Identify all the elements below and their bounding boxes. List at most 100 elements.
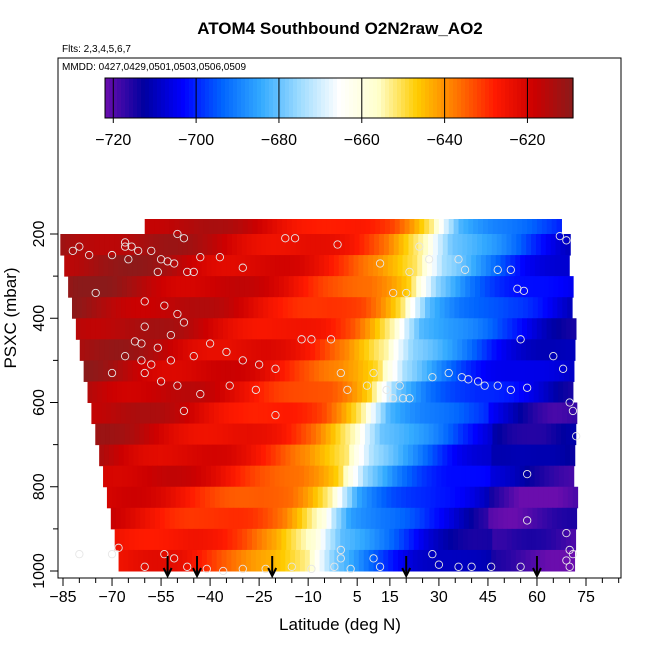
heatmap-cell: [547, 402, 553, 425]
heatmap-cell: [557, 402, 563, 425]
heatmap-cell: [404, 219, 410, 235]
colorbar-swatch: [505, 78, 510, 118]
heatmap-cell: [116, 486, 123, 509]
heatmap-cell: [314, 360, 320, 382]
colorbar-swatch: [405, 78, 410, 118]
heatmap-cell: [60, 234, 66, 256]
heatmap-cell: [460, 381, 466, 403]
heatmap-cell: [488, 297, 495, 319]
heatmap-cell: [186, 360, 193, 382]
heatmap-cell: [533, 276, 540, 298]
heatmap-cell: [121, 297, 127, 319]
heatmap-cell: [188, 219, 195, 235]
heatmap-cell: [487, 528, 493, 551]
heatmap-cell: [461, 360, 467, 382]
heatmap-cell: [156, 381, 162, 403]
heatmap-cell: [268, 297, 274, 319]
heatmap-cell: [234, 381, 241, 403]
heatmap-cell: [182, 234, 189, 256]
heatmap-cell: [379, 318, 386, 340]
heatmap-cell: [433, 318, 440, 340]
heatmap-cell: [277, 297, 284, 319]
heatmap-cell: [564, 444, 571, 467]
heatmap-cell: [378, 255, 384, 277]
colorbar-tick-label: −660: [344, 132, 380, 149]
heatmap-cell: [336, 297, 343, 319]
heatmap-cell: [467, 423, 474, 446]
heatmap-cell: [227, 528, 233, 551]
heatmap-cell: [533, 381, 540, 403]
colorbar-swatch: [197, 78, 202, 118]
sample-point: [398, 394, 408, 403]
heatmap-cell: [269, 465, 276, 488]
heatmap-cell: [398, 444, 404, 467]
heatmap-cell: [364, 234, 370, 256]
heatmap-cell: [399, 423, 405, 446]
colorbar: [104, 77, 574, 119]
heatmap-cell: [523, 381, 530, 403]
heatmap-cell: [293, 381, 299, 403]
heatmap-cell: [241, 339, 247, 361]
heatmap-cell: [402, 255, 408, 277]
heatmap-cell: [280, 339, 287, 361]
sample-point: [189, 352, 198, 361]
heatmap-cell: [359, 234, 365, 256]
heatmap-cell: [514, 276, 520, 298]
heatmap-cell: [475, 276, 481, 298]
heatmap-cell: [442, 339, 448, 361]
heatmap-cell: [484, 486, 490, 509]
heatmap-cell: [294, 465, 300, 488]
heatmap-cell: [355, 318, 361, 340]
heatmap-cell: [512, 219, 518, 235]
heatmap-cell: [507, 423, 513, 446]
heatmap-cell: [197, 444, 203, 467]
heatmap-cell: [219, 297, 225, 319]
heatmap-cell: [179, 402, 186, 425]
heatmap-cell: [158, 234, 164, 256]
heatmap-cell: [541, 219, 548, 235]
heatmap-cell: [299, 255, 305, 277]
heatmap-cell: [124, 423, 131, 446]
heatmap-cell: [288, 486, 294, 509]
heatmap-cell: [543, 381, 549, 403]
heatmap-cell: [378, 339, 385, 361]
heatmap-cell: [74, 255, 80, 277]
heatmap-cell: [461, 444, 468, 467]
heatmap-cell: [546, 318, 552, 340]
sample-point: [523, 383, 532, 392]
sample-point: [326, 335, 336, 344]
heatmap-cell: [506, 528, 513, 551]
heatmap-cell: [570, 339, 576, 361]
heatmap-cell: [225, 360, 232, 382]
heatmap-cell: [421, 360, 428, 382]
colorbar-swatch: [341, 78, 346, 118]
heatmap-cell: [133, 234, 140, 256]
heatmap-cell: [302, 297, 308, 319]
heatmap-cell: [442, 549, 448, 572]
sample-point: [196, 389, 205, 399]
colorbar-swatch: [233, 78, 238, 118]
heatmap-cell: [363, 444, 370, 467]
sample-point: [460, 265, 470, 274]
heatmap-cell: [93, 255, 100, 277]
heatmap-cell: [114, 339, 120, 361]
heatmap-cell: [530, 339, 537, 361]
heatmap-cell: [160, 486, 167, 509]
heatmap-cell: [301, 528, 307, 551]
heatmap-cell: [432, 444, 438, 467]
sample-point: [464, 375, 473, 384]
heatmap-cell: [125, 297, 132, 319]
heatmap-cell: [208, 507, 215, 530]
heatmap-cell: [299, 465, 305, 488]
arrow-marker-head: [401, 567, 412, 579]
heatmap-cell: [468, 219, 474, 235]
heatmap-cell: [383, 549, 389, 572]
heatmap-cell: [410, 297, 416, 319]
colorbar-swatch: [261, 78, 266, 118]
heatmap-cell: [379, 234, 385, 256]
heatmap-cell: [283, 486, 289, 509]
chart-title: ATOM4 Southbound O2N2raw_AO2: [197, 19, 483, 38]
heatmap-cell: [565, 423, 572, 446]
heatmap-cell: [241, 234, 248, 256]
y-tick-label: 600: [31, 389, 48, 416]
